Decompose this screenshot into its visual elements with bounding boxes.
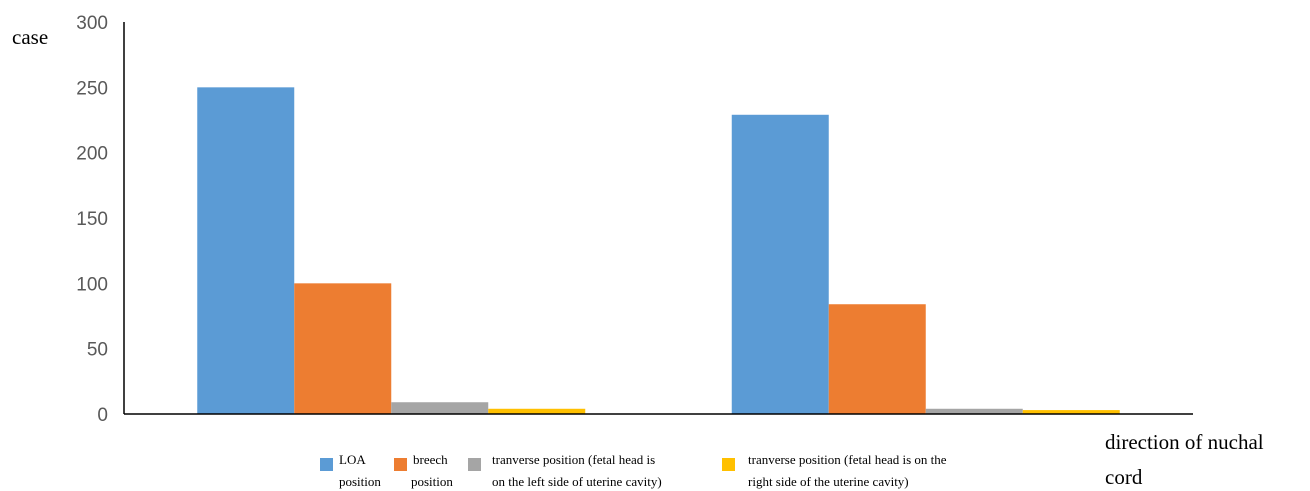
y-tick-label: 250 [76,78,108,99]
legend-label: breech [413,452,448,467]
legend-swatch [394,458,407,471]
legend-swatch [468,458,481,471]
y-tick-label: 300 [76,13,108,34]
bar [488,408,586,414]
bars [197,87,1120,415]
bar [197,87,295,414]
legend-label: position [339,474,381,489]
legend-label: tranverse position (fetal head is [492,452,655,467]
bar [294,283,392,414]
y-tick-label: 50 [87,340,108,361]
legend-label: position [411,474,453,489]
y-tick-label: 200 [76,144,108,165]
x-axis-title-line-2: cord [1105,465,1143,489]
y-axis-ticks: 0 50 100 150 200 250 300 [76,13,108,426]
bar [1022,410,1120,414]
legend-label: tranverse position (fetal head is on the [748,452,947,467]
legend-label: LOA [339,452,366,467]
y-tick-label: 0 [97,405,108,426]
bar [925,408,1023,414]
bar [731,114,829,415]
legend-label: on the left side of uterine cavity) [492,474,662,489]
y-axis-title: case [12,25,48,49]
legend-label: right side of the uterine cavity) [748,474,909,489]
bar [828,304,926,414]
legend: LOA position breech position tranverse posit… [320,452,947,489]
y-tick-label: 150 [76,209,108,230]
y-tick-label: 100 [76,274,108,295]
legend-swatch [320,458,333,471]
legend-swatch [722,458,735,471]
bar [391,402,489,414]
x-axis-title-line-1: direction of nuchal [1105,430,1264,454]
